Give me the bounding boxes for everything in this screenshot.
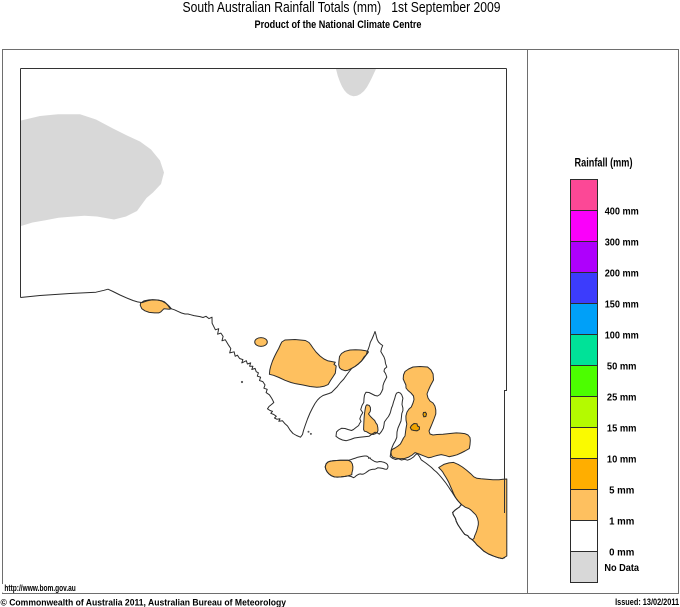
- svg-text:100 mm: 100 mm: [605, 331, 639, 342]
- svg-text:150 mm: 150 mm: [605, 300, 639, 311]
- svg-text:Product of the National Climat: Product of the National Climate Centre: [255, 19, 422, 31]
- svg-text:Rainfall (mm): Rainfall (mm): [575, 156, 633, 170]
- svg-text:200 mm: 200 mm: [605, 269, 639, 280]
- svg-text:400 mm: 400 mm: [605, 207, 639, 218]
- svg-text:10 mm: 10 mm: [607, 455, 637, 466]
- svg-text:No Data: No Data: [604, 563, 639, 574]
- svg-text:South Australian Rainfall Tota: South Australian Rainfall Totals (mm) 1s…: [183, 0, 501, 16]
- svg-text:0 mm: 0 mm: [609, 548, 634, 559]
- svg-text:25 mm: 25 mm: [607, 393, 637, 404]
- svg-text:5 mm: 5 mm: [609, 486, 634, 497]
- svg-text:http://www.bom.gov.au: http://www.bom.gov.au: [4, 583, 75, 593]
- svg-text:Issued: 13/02/2011: Issued: 13/02/2011: [615, 597, 679, 607]
- svg-text:© Commonwealth of Australia 20: © Commonwealth of Australia 2011, Austra…: [1, 597, 287, 607]
- svg-text:1 mm: 1 mm: [609, 517, 634, 528]
- svg-text:15 mm: 15 mm: [607, 424, 637, 435]
- svg-text:300 mm: 300 mm: [605, 238, 639, 249]
- svg-text:50 mm: 50 mm: [607, 362, 637, 373]
